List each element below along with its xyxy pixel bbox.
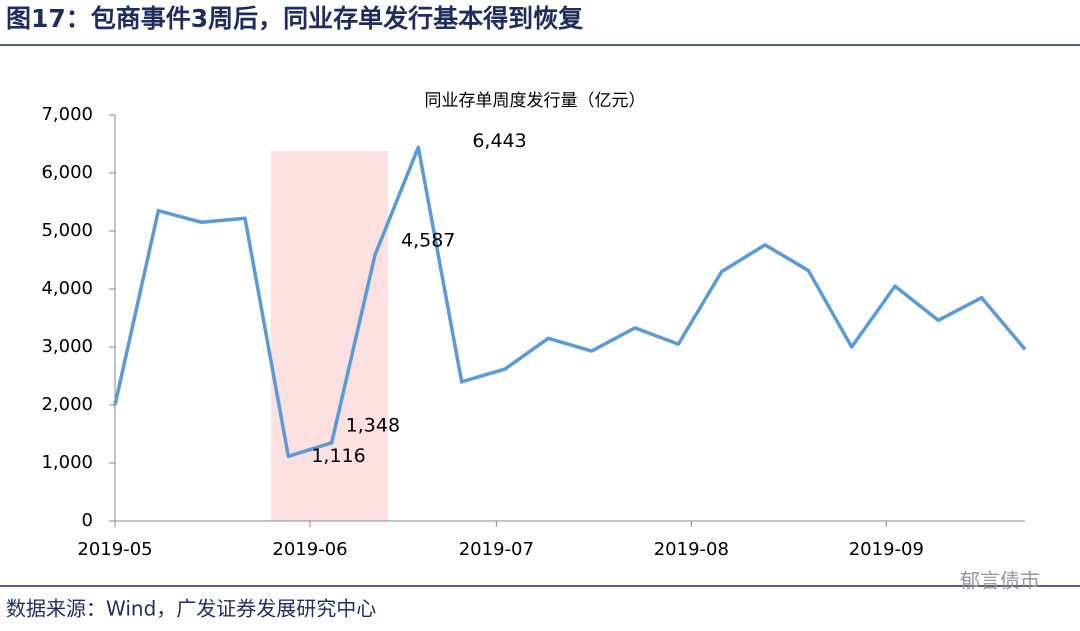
x-tick-label: 2019-05	[77, 539, 152, 560]
y-tick-label: 0	[82, 510, 93, 531]
x-tick-label: 2019-07	[459, 539, 534, 560]
data-label: 6,443	[472, 130, 526, 152]
y-tick-label: 2,000	[41, 394, 93, 415]
source-note: 数据来源：Wind，广发证券发展研究中心	[6, 597, 376, 621]
data-label: 1,116	[311, 445, 365, 467]
y-tick-label: 1,000	[41, 452, 93, 473]
y-tick-label: 6,000	[41, 162, 93, 183]
y-tick-label: 4,000	[41, 278, 93, 299]
y-tick-label: 7,000	[41, 104, 93, 125]
y-tick-label: 3,000	[41, 336, 93, 357]
highlight-band	[271, 150, 388, 521]
data-label: 1,348	[346, 414, 400, 436]
watermark: 郁言债市	[960, 569, 1040, 593]
data-label: 4,587	[401, 229, 455, 251]
figure-title: 图17：包商事件3周后，同业存单发行基本得到恢复	[6, 4, 584, 33]
data-line	[113, 145, 1027, 459]
x-tick-label: 2019-09	[849, 539, 924, 560]
x-tick-label: 2019-06	[272, 539, 347, 560]
x-tick-label: 2019-08	[654, 539, 729, 560]
y-tick-label: 5,000	[41, 220, 93, 241]
chart-title: 同业存单周度发行量（亿元）	[425, 91, 646, 111]
